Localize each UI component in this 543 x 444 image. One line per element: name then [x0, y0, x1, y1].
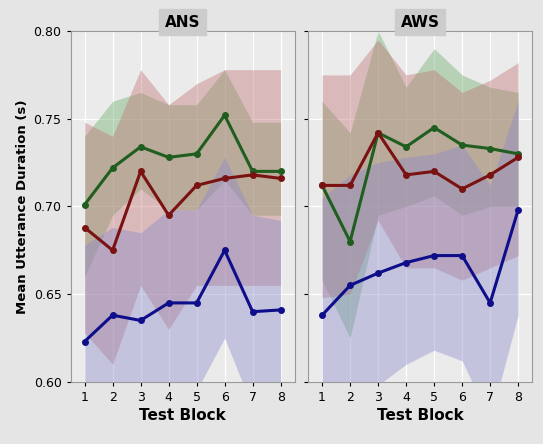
X-axis label: Test Block: Test Block — [377, 408, 464, 423]
Y-axis label: Mean Utterance Duration (s): Mean Utterance Duration (s) — [16, 99, 29, 314]
Title: ANS: ANS — [165, 15, 200, 30]
Title: AWS: AWS — [401, 15, 440, 30]
X-axis label: Test Block: Test Block — [139, 408, 226, 423]
